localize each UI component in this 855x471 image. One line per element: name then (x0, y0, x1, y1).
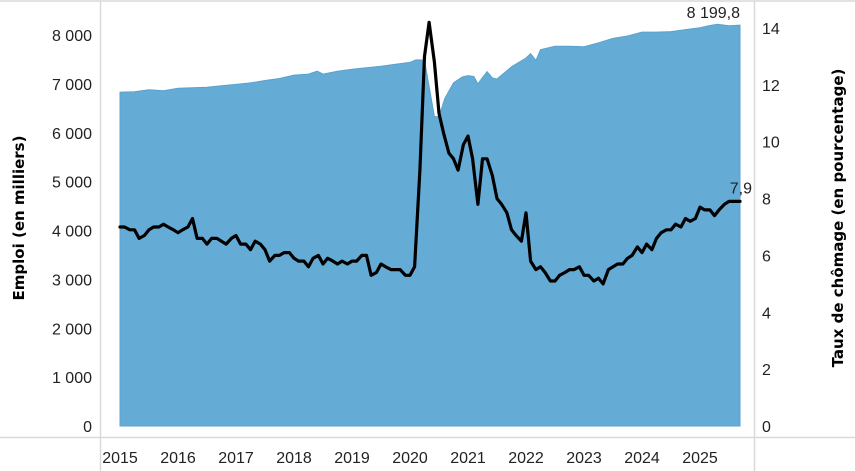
right-tick-label: 12 (762, 78, 780, 95)
left-axis-title: Emploi (en milliers) (10, 136, 28, 301)
x-tick-label: 2019 (334, 450, 370, 467)
x-tick-label: 2015 (102, 450, 138, 467)
x-axis-ticks: 2015 2016 2017 2018 2019 2020 2021 2022 2023 2024… (102, 450, 718, 467)
right-axis-ticks: 0 2 4 6 8 10 12 14 (762, 21, 780, 436)
right-tick-label: 4 (762, 305, 771, 322)
left-tick-label: 7 000 (52, 77, 92, 94)
right-tick-label: 8 (762, 192, 771, 209)
unemployment-line-series (118, 20, 742, 286)
left-tick-label: 5 000 (52, 175, 92, 192)
x-tick-label: 2017 (218, 450, 254, 467)
left-tick-label: 3 000 (52, 272, 92, 289)
left-tick-label: 1 000 (52, 370, 92, 387)
left-tick-label: 8 000 (52, 28, 92, 45)
employment-area (119, 23, 741, 427)
x-tick-label: 2024 (624, 450, 660, 467)
employment-last-value-label: 8 199,8 (687, 5, 740, 22)
x-tick-label: 2018 (276, 450, 312, 467)
x-tick-label: 2020 (392, 450, 428, 467)
unemployment-line (118, 20, 742, 286)
x-tick-label: 2021 (450, 450, 486, 467)
left-tick-label: 2 000 (52, 321, 92, 338)
x-tick-label: 2023 (566, 450, 602, 467)
right-tick-label: 10 (762, 135, 780, 152)
unemployment-last-value-label: 7,9 (730, 180, 752, 197)
right-tick-label: 0 (762, 419, 771, 436)
left-tick-label: 4 000 (52, 224, 92, 241)
right-tick-label: 6 (762, 248, 771, 265)
left-tick-label: 0 (83, 419, 92, 436)
employment-area-series (119, 23, 741, 427)
right-tick-label: 2 (762, 362, 771, 379)
right-tick-label: 14 (762, 21, 780, 38)
left-tick-label: 6 000 (52, 126, 92, 143)
x-tick-label: 2022 (508, 450, 544, 467)
x-tick-label: 2025 (682, 450, 718, 467)
right-axis-title: Taux de chômage (en pourcentage) (829, 69, 847, 368)
left-axis-ticks: 0 1 000 2 000 3 000 4 000 5 000 6 000 7 000 8 00… (52, 28, 92, 436)
x-tick-label: 2016 (160, 450, 196, 467)
